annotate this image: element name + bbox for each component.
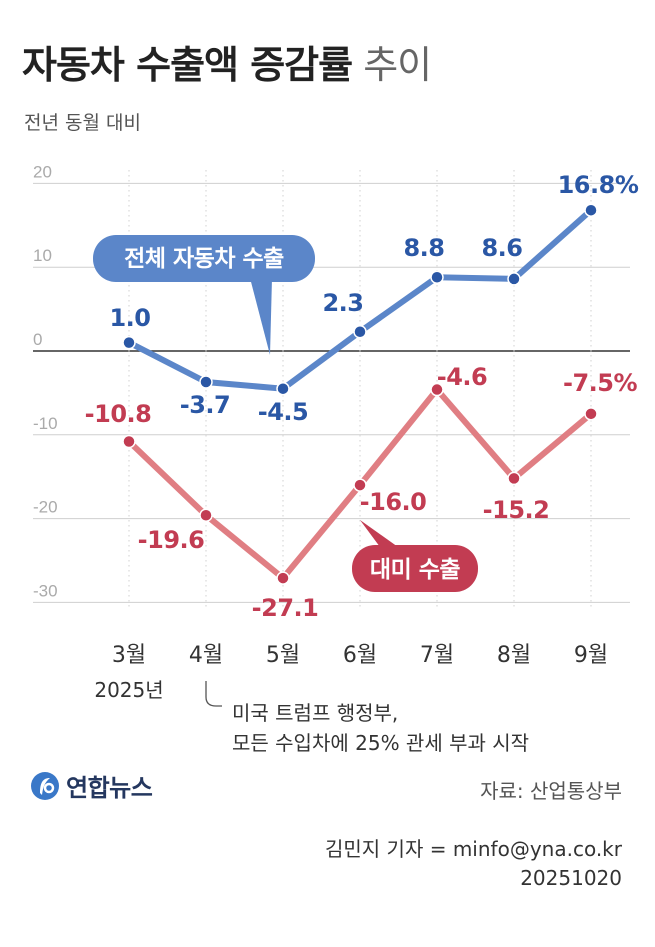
x-tick-label: 6월 bbox=[343, 643, 377, 668]
y-tick-label: -20 bbox=[33, 498, 58, 517]
y-tick-label: 10 bbox=[33, 246, 52, 265]
us-legend-pointer bbox=[360, 520, 398, 547]
total-legend-pointer bbox=[250, 278, 272, 355]
title-main: 자동차 수출액 증감률 bbox=[22, 43, 353, 87]
us-data-label: -15.2 bbox=[483, 496, 550, 524]
annotation-bracket bbox=[205, 681, 222, 707]
x-tick-label: 8월 bbox=[497, 643, 531, 668]
logo-text: 연합뉴스 bbox=[66, 774, 153, 802]
publish-date: 20251020 bbox=[520, 866, 622, 890]
us-point-5 bbox=[430, 382, 444, 397]
us-data-label: -10.8 bbox=[85, 400, 152, 428]
yonhap-logo-icon bbox=[31, 771, 59, 800]
us-point-1 bbox=[122, 434, 136, 449]
page-title: 자동차 수출액 증감률 추이 bbox=[22, 34, 432, 89]
total-legend-label: 전체 자동차 수출 bbox=[124, 246, 284, 272]
x-year-label: 2025년 bbox=[94, 678, 163, 702]
total-point-5 bbox=[430, 270, 444, 285]
x-tick-label: 3월 bbox=[112, 643, 146, 668]
total-data-label: 8.8 bbox=[403, 234, 444, 262]
title-suffix: 추이 bbox=[363, 43, 432, 87]
total-point-4 bbox=[353, 324, 367, 339]
us-legend-label: 대미 수출 bbox=[370, 557, 460, 583]
line-chart: 20 10 0 -10 -20 -30 3월 4월 5월 6월 7월 8월 9월 2025년 1.0 -3.7… bbox=[33, 162, 639, 707]
x-tick-label: 7월 bbox=[420, 643, 454, 668]
us-point-7 bbox=[584, 407, 598, 421]
us-point-6 bbox=[507, 471, 521, 486]
annotation-line-2: 모든 수입차에 25% 관세 부과 시작 bbox=[232, 731, 530, 755]
us-point-4 bbox=[353, 478, 367, 492]
y-tick-label: 0 bbox=[33, 330, 42, 349]
us-legend-bubble bbox=[352, 545, 478, 592]
total-point-2 bbox=[199, 375, 213, 389]
us-data-label: -27.1 bbox=[252, 594, 319, 622]
credit-block: 김민지 기자 = minfo@yna.co.kr 20251020 bbox=[325, 835, 622, 893]
us-point-3 bbox=[276, 571, 290, 585]
total-data-label: 8.6 bbox=[481, 234, 522, 262]
total-data-label: -4.5 bbox=[258, 398, 308, 426]
total-data-label: -3.7 bbox=[180, 391, 230, 419]
us-data-label: -16.0 bbox=[360, 488, 427, 516]
x-tick-label: 5월 bbox=[266, 643, 300, 668]
yonhap-logo: 연합뉴스 bbox=[30, 768, 153, 803]
us-data-label: -19.6 bbox=[138, 526, 205, 554]
y-tick-label: 20 bbox=[33, 162, 52, 181]
x-tick-label: 4월 bbox=[189, 643, 223, 668]
us-data-label: -4.6 bbox=[437, 363, 487, 391]
y-tick-label: -30 bbox=[33, 581, 58, 600]
total-legend-bubble bbox=[93, 235, 315, 282]
source-note: 자료: 산업통상부 bbox=[480, 779, 622, 803]
chart-subtitle: 전년 동월 대비 bbox=[24, 112, 141, 134]
total-point-7 bbox=[584, 203, 598, 217]
reporter-credit: 김민지 기자 = minfo@yna.co.kr bbox=[325, 837, 622, 861]
us-point-2 bbox=[199, 508, 213, 522]
total-point-3 bbox=[276, 381, 290, 396]
total-point-6 bbox=[507, 272, 521, 286]
total-point-1 bbox=[122, 335, 136, 350]
total-data-label: 2.3 bbox=[322, 289, 363, 317]
x-tick-label: 9월 bbox=[574, 643, 608, 668]
annotation-line-1: 미국 트럼프 행정부, bbox=[232, 701, 399, 725]
total-data-label: 1.0 bbox=[109, 304, 150, 332]
total-data-label: 16.8% bbox=[558, 171, 639, 199]
y-tick-label: -10 bbox=[33, 414, 58, 433]
us-data-label: -7.5% bbox=[563, 369, 637, 397]
